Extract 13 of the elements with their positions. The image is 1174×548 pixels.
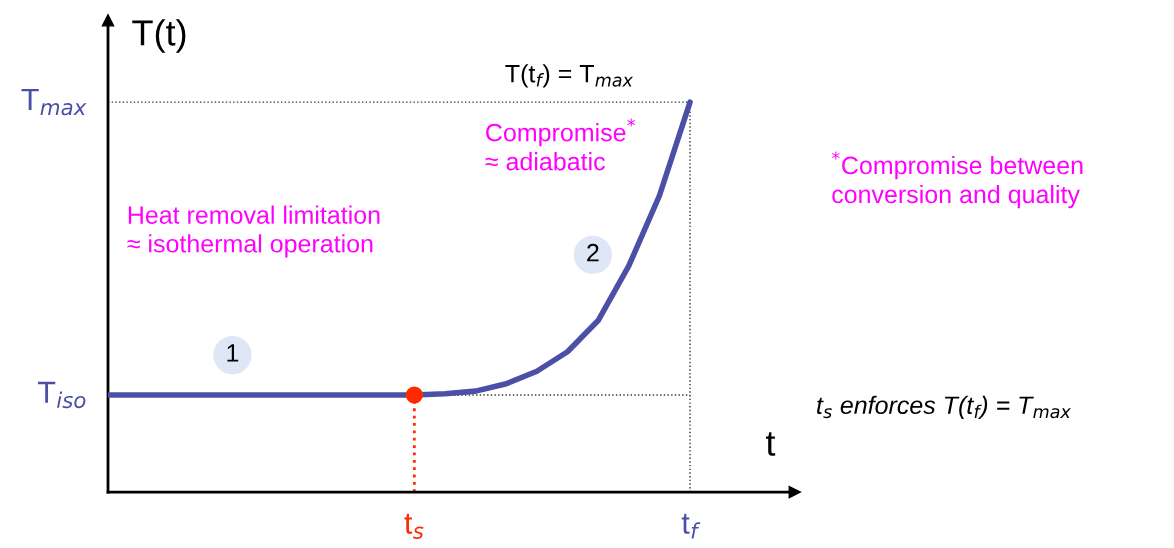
- ref-line-label: T$_{iso}$: [37, 381, 86, 409]
- annotation: Heat removal limitation ≈ isothermal operation: [127, 205, 380, 258]
- x-tick-label: t$_{f}$: [681, 513, 701, 539]
- text: t$_{s}$ enforces T(t$_{f}$) = T$_{max}$: [817, 395, 1071, 420]
- annotation: 2: [587, 243, 599, 262]
- x-axis-title: t: [766, 432, 776, 456]
- annotation: 1: [227, 344, 239, 362]
- x-tick-label: t$_{s}$: [404, 513, 424, 539]
- text: $^{*}$Compromise between conversion and quality: [831, 151, 1083, 209]
- text: Compromise$^{*}$ ≈ adiabatic: [485, 118, 636, 171]
- ref-line-label: T$_{max}$: [21, 88, 87, 116]
- text: T(t$_{f}$) = T$_{max}$: [505, 64, 634, 88]
- y-axis-title: T(t): [132, 19, 186, 53]
